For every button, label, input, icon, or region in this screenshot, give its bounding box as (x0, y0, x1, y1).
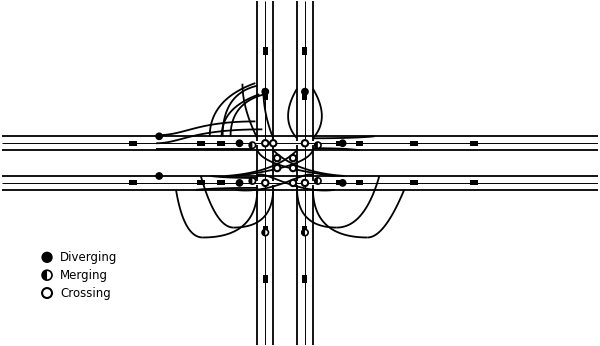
Bar (336, 141, 344, 146)
Bar (302, 92, 307, 100)
Circle shape (236, 180, 242, 186)
Polygon shape (314, 178, 318, 184)
Polygon shape (42, 270, 47, 280)
Bar (217, 181, 224, 185)
Bar (263, 275, 268, 283)
Circle shape (314, 178, 321, 184)
Bar (197, 181, 205, 185)
Bar (410, 141, 418, 146)
Circle shape (302, 180, 308, 186)
Bar (130, 141, 137, 146)
Polygon shape (249, 142, 253, 148)
Polygon shape (302, 229, 305, 236)
Bar (217, 141, 224, 146)
Circle shape (236, 140, 242, 146)
Bar (470, 141, 478, 146)
Circle shape (302, 229, 308, 236)
Bar (356, 141, 364, 146)
Circle shape (249, 142, 256, 148)
Text: Diverging: Diverging (60, 251, 118, 264)
Bar (302, 226, 307, 234)
Circle shape (274, 165, 280, 171)
Circle shape (270, 140, 277, 146)
Circle shape (262, 89, 268, 95)
Circle shape (42, 270, 52, 280)
Circle shape (42, 288, 52, 298)
Circle shape (302, 89, 308, 95)
Circle shape (262, 180, 268, 186)
Text: Crossing: Crossing (60, 286, 110, 300)
Polygon shape (249, 178, 253, 184)
Circle shape (42, 252, 52, 262)
Circle shape (340, 180, 346, 186)
Circle shape (156, 133, 163, 139)
Circle shape (290, 155, 296, 161)
Bar (302, 275, 307, 283)
Circle shape (290, 165, 296, 171)
Bar (197, 141, 205, 146)
Circle shape (314, 142, 321, 148)
Text: Merging: Merging (60, 269, 108, 282)
Polygon shape (262, 229, 265, 236)
Circle shape (302, 140, 308, 146)
Bar (302, 47, 307, 55)
Circle shape (262, 140, 268, 146)
Bar (263, 47, 268, 55)
Circle shape (274, 155, 280, 161)
Bar (336, 181, 344, 185)
Bar (263, 92, 268, 100)
Bar (410, 181, 418, 185)
Circle shape (156, 173, 163, 179)
Circle shape (290, 180, 296, 186)
Bar (356, 181, 364, 185)
Bar (470, 181, 478, 185)
Circle shape (340, 140, 346, 146)
Bar (130, 181, 137, 185)
Circle shape (249, 178, 256, 184)
Polygon shape (314, 142, 318, 148)
Bar (263, 226, 268, 234)
Circle shape (262, 229, 268, 236)
